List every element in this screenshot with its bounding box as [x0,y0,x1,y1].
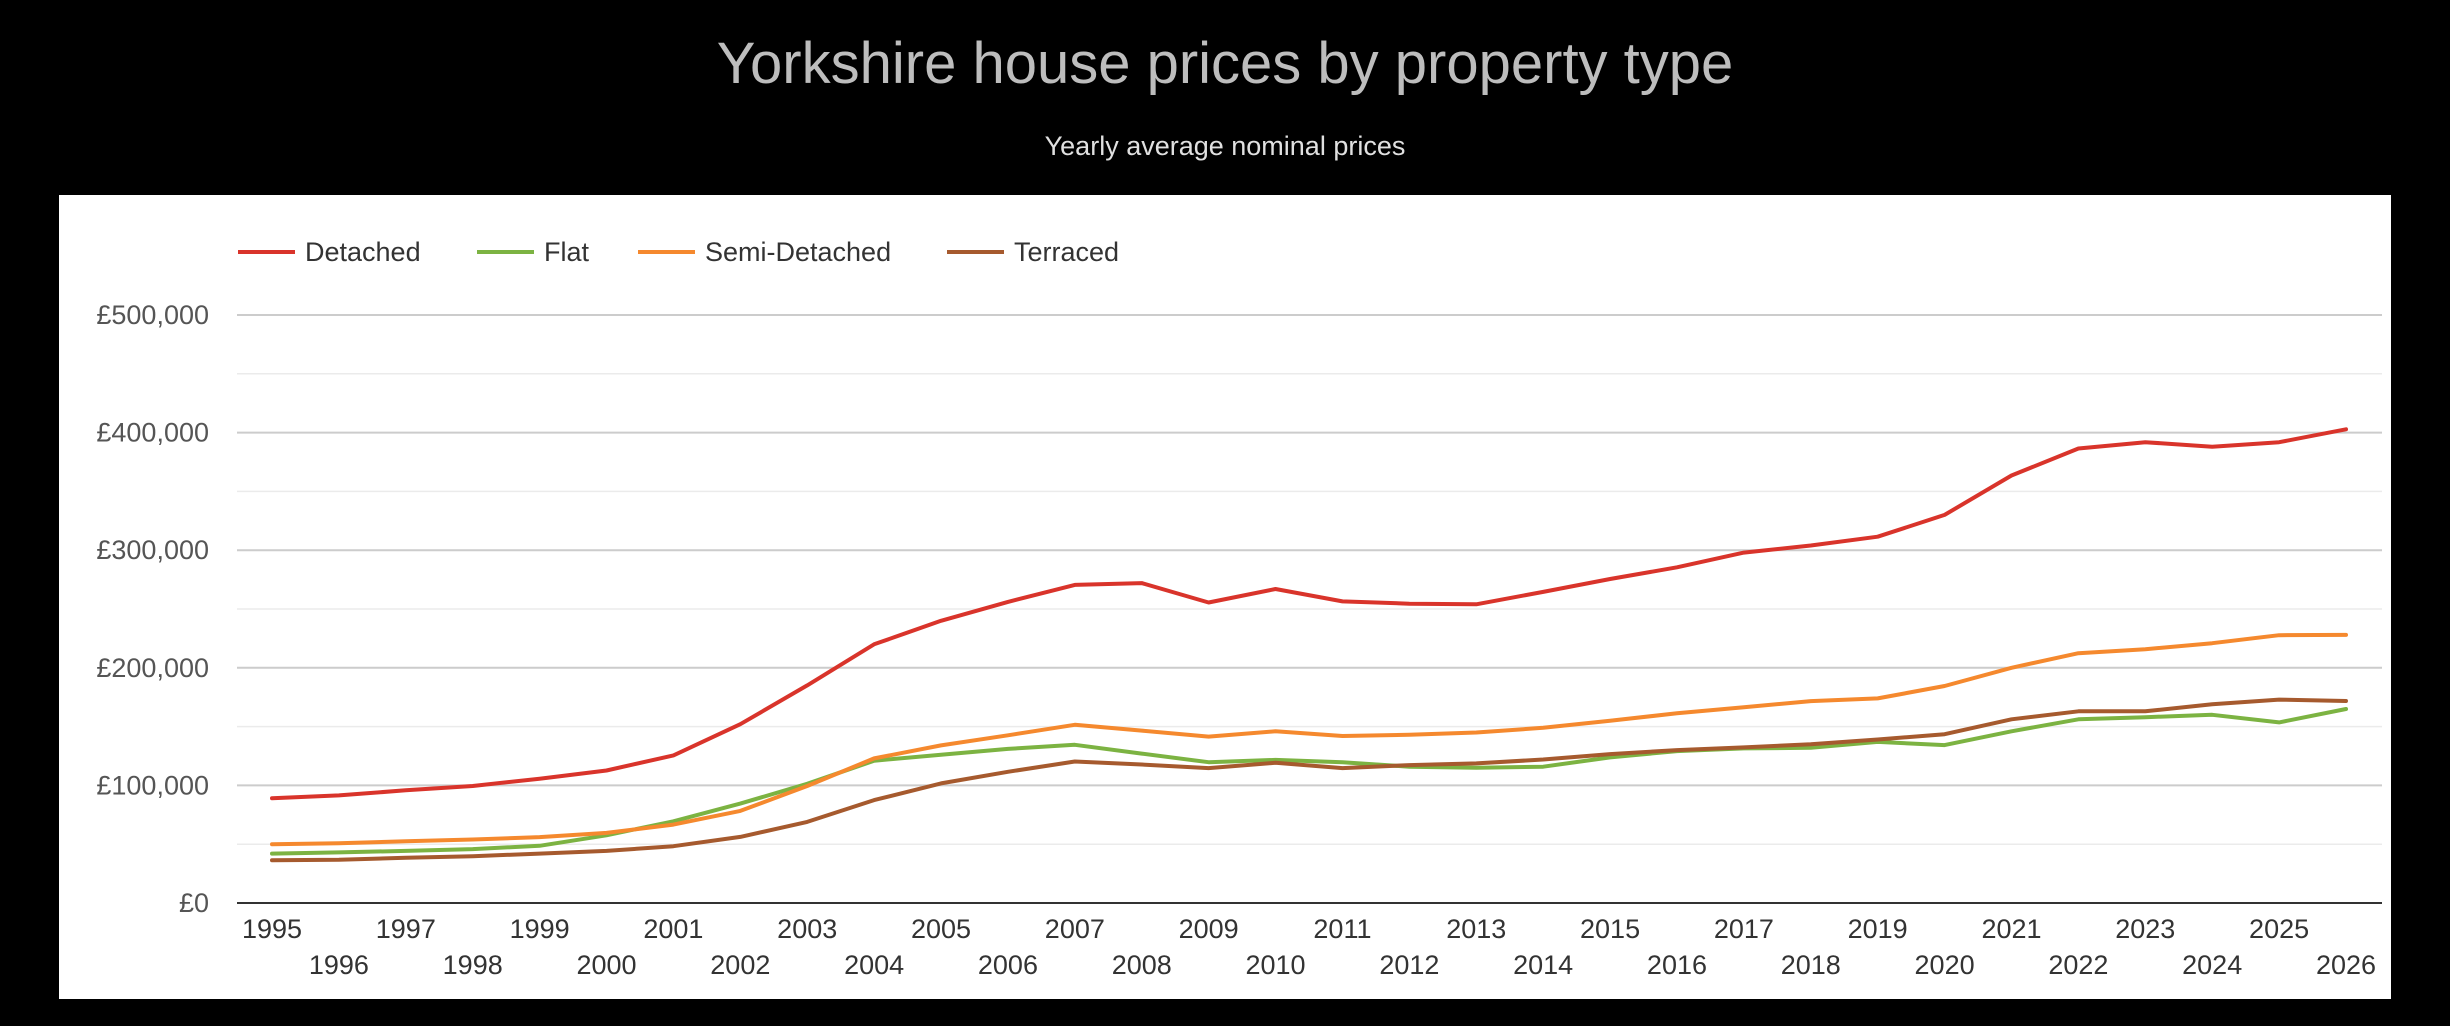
x-tick-label: 2005 [911,914,971,944]
x-tick-label: 2007 [1045,914,1105,944]
x-axis: 1995199619971998199920002001200220032004… [237,902,2382,980]
y-tick-label: £400,000 [96,418,209,448]
x-tick-label: 2008 [1112,950,1172,980]
x-tick-label: 2015 [1580,914,1640,944]
series-line-flat [270,707,2348,856]
legend-item-terraced: Terraced [947,237,1119,267]
legend-item-flat: Flat [477,237,590,267]
series-lines [270,427,2348,863]
x-tick-label: 2022 [2048,950,2108,980]
x-tick-label: 2013 [1446,914,1506,944]
x-tick-label: 1997 [376,914,436,944]
chart-title: Yorkshire house prices by property type [716,31,1734,96]
x-tick-label: 2014 [1513,950,1573,980]
y-tick-label: £200,000 [96,653,209,683]
x-tick-label: 2011 [1313,914,1371,944]
x-tick-label: 2000 [576,950,636,980]
x-tick-label: 2019 [1848,914,1908,944]
x-tick-label: 2016 [1647,950,1707,980]
x-tick-label: 1999 [510,914,570,944]
legend-label: Flat [544,237,590,267]
legend-label: Semi-Detached [705,237,891,267]
x-tick-label: 2001 [643,914,703,944]
x-tick-label: 1998 [443,950,503,980]
x-tick-label: 2004 [844,950,904,980]
y-tick-label: £500,000 [96,300,209,330]
legend-item-detached: Detached [238,237,421,267]
line-chart: £0 £100,000 £200,000 £300,000 £400,000 £500,0… [96,237,2382,980]
x-tick-label: 2017 [1714,914,1774,944]
legend-label: Detached [305,237,421,267]
chart-subtitle: Yearly average nominal prices [1044,131,1406,161]
x-tick-label: 1996 [309,950,369,980]
legend-label: Terraced [1014,237,1119,267]
x-tick-label: 2012 [1379,950,1439,980]
x-tick-label: 2006 [978,950,1038,980]
x-tick-label: 2020 [1915,950,1975,980]
x-tick-label: 2003 [777,914,837,944]
x-tick-label: 2024 [2182,950,2242,980]
x-tick-label: 2018 [1781,950,1841,980]
x-tick-label: 2002 [710,950,770,980]
x-tick-label: 2025 [2249,914,2309,944]
x-tick-label: 1995 [242,914,302,944]
series-line-semi-detached [270,632,2348,847]
y-tick-label: £0 [179,888,209,918]
x-tick-label: 2021 [1981,914,2041,944]
y-axis: £0 £100,000 £200,000 £300,000 £400,000 £500,0… [96,300,209,918]
x-tick-label: 2023 [2115,914,2175,944]
series-line-terraced [270,697,2348,863]
chart-panel: £0 £100,000 £200,000 £300,000 £400,000 £500,0… [59,195,2391,999]
y-tick-label: £100,000 [96,770,209,800]
legend-item-semi-detached: Semi-Detached [638,237,891,267]
y-tick-label: £300,000 [96,535,209,565]
x-tick-label: 2009 [1179,914,1239,944]
x-tick-label: 2010 [1246,950,1306,980]
series-line-detached [270,427,2348,801]
gridlines [237,314,2382,845]
legend: Detached Flat Semi-Detached Terraced [238,237,1119,267]
x-tick-label: 2026 [2316,950,2376,980]
